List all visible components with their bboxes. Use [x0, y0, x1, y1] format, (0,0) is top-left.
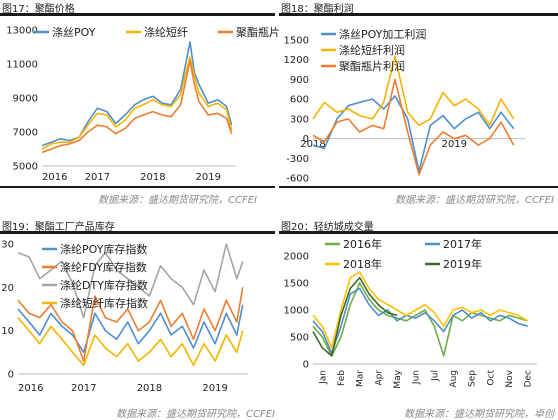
- x-tick-label: Sep: [468, 370, 478, 387]
- y-tick-label: -300: [286, 154, 309, 165]
- x-tick-label: 2019: [196, 172, 221, 183]
- y-tick-label: 9000: [13, 94, 38, 105]
- legend-label: 涤纶POY库存指数: [60, 242, 147, 256]
- panel-title: 图18：聚酯利润: [281, 4, 354, 15]
- y-tick-label: 5000: [13, 162, 38, 173]
- series-line: [17, 287, 244, 362]
- y-tick-label: 0: [303, 134, 309, 145]
- x-tick-label: Mar: [356, 370, 366, 387]
- legend-label: 涤纶短纤: [144, 25, 188, 39]
- y-tick-label: 20: [1, 283, 14, 294]
- legend-label: 涤丝POY: [52, 25, 96, 39]
- x-tick-label: Dec: [524, 370, 534, 387]
- chart-polyester-price: 13000 11000 9000 7000 5000 2016 2017 2018 2019 涤丝…: [6, 25, 279, 183]
- legend-label: 涤纶FDY库存指数: [60, 260, 147, 274]
- panel-price: 图17：聚酯价格 13000 11000 9000 7000 5000 2016 2017 2…: [0, 0, 279, 210]
- source-note: 数据来源：盛达期货研究院，CCFEI: [98, 195, 257, 206]
- divider: [0, 231, 275, 234]
- legend-label: 涤纶短纤利润: [339, 43, 405, 57]
- series-line: [17, 304, 244, 354]
- series-line: [312, 282, 528, 357]
- y-tick-label: 1500: [284, 36, 309, 47]
- chart-polyester-profit: 1500 1200 900 600 300 0 -300 -600 2018 2019 涤丝POY加…: [284, 27, 525, 185]
- divider: [279, 231, 558, 234]
- x-tick-label: May: [393, 369, 403, 388]
- x-tick-label: 2017: [85, 172, 110, 183]
- y-tick-label: -600: [286, 174, 309, 185]
- panel-title: 图17：聚酯价格: [2, 4, 75, 15]
- series-line: [17, 243, 244, 319]
- legend-label: 2016年: [343, 237, 382, 251]
- y-tick-label: 7000: [13, 128, 38, 139]
- legend-label: 聚酯瓶片利润: [339, 59, 405, 73]
- x-tick-label: Aug: [449, 370, 459, 388]
- chart-factory-inventory: 30 20 10 0 2016 2017 2018 2019 涤纶POY库存指数涤纶FDY库存指…: [1, 240, 248, 394]
- y-tick-label: 500: [290, 333, 309, 344]
- panel-volume: 图20：轻纺城成交量 2000 1500 1000 500 0 Jan Feb Mar Apr M…: [279, 210, 558, 420]
- source-note: 数据来源：盛达期货研究院，卓创: [404, 409, 554, 420]
- x-tick-label: Feb: [337, 370, 347, 386]
- chart-textile-city-volume: 2000 1500 1000 500 0 Jan Feb Mar Apr May Jun Jul Aug…: [284, 237, 537, 389]
- x-tick-label: 2018: [300, 139, 325, 150]
- y-tick-label: 1500: [284, 279, 309, 290]
- x-tick-label: 2019: [442, 139, 467, 150]
- y-tick-label: 900: [290, 75, 309, 86]
- x-tick-label: 2019: [202, 383, 227, 394]
- series-line: [41, 59, 233, 154]
- y-tick-label: 2000: [284, 252, 309, 263]
- panel-title: 图20：轻纺城成交量: [281, 222, 374, 233]
- legend-label: 2017年: [443, 237, 482, 251]
- y-tick-label: 30: [1, 240, 14, 251]
- x-tick-label: Jan: [318, 370, 328, 385]
- x-tick-label: Jun: [412, 370, 422, 385]
- x-tick-label: 2016: [42, 172, 67, 183]
- y-tick-label: 10: [1, 326, 14, 337]
- x-tick-label: Oct: [486, 370, 496, 386]
- x-tick-label: Jul: [430, 370, 440, 382]
- y-tick-label: 1000: [284, 306, 309, 317]
- y-tick-label: 0: [303, 360, 309, 371]
- x-tick-label: Nov: [505, 369, 515, 387]
- series-line: [312, 78, 515, 176]
- y-tick-label: 300: [290, 114, 309, 125]
- series-line: [312, 276, 398, 357]
- y-tick-label: 600: [290, 95, 309, 106]
- y-tick-label: 13000: [6, 26, 38, 37]
- panel-profit: 图18：聚酯利润 1500 1200 900 600 300 0 -300 -600 2018 2…: [279, 0, 558, 210]
- series-line: [312, 287, 528, 354]
- series-line: [312, 55, 515, 127]
- legend-label: 2019年: [443, 257, 482, 271]
- panel-inventory: 图19：聚酯工厂产品库存 30 20 10 0 2016 2017 2018 2019 涤纶PO…: [0, 210, 279, 420]
- legend-label: 聚酯瓶片: [236, 25, 279, 39]
- source-note: 数据来源：盛达期货研究院，CCFEI: [395, 195, 554, 206]
- x-tick-label: 2018: [140, 172, 165, 183]
- source-note: 数据来源：盛达期货研究院，CCFEI: [116, 409, 275, 420]
- y-tick-label: 0: [8, 370, 14, 381]
- x-tick-label: 2016: [18, 383, 43, 394]
- panel-title: 图19：聚酯工厂产品库存: [2, 222, 115, 233]
- divider: [279, 13, 558, 16]
- series-line: [312, 271, 529, 349]
- y-tick-label: 11000: [6, 60, 38, 71]
- series-line: [41, 41, 233, 147]
- legend-label: 涤丝POY加工利润: [339, 27, 426, 41]
- divider: [0, 186, 275, 188]
- y-tick-label: 1200: [284, 55, 309, 66]
- divider: [279, 186, 558, 188]
- series-line: [41, 56, 233, 150]
- x-tick-label: Apr: [374, 370, 384, 386]
- x-tick-label: 2018: [137, 383, 162, 394]
- legend-label: 涤纶DTY库存指数: [60, 278, 148, 292]
- legend-label: 涤纶短纤库存指数: [60, 296, 148, 310]
- x-tick-label: 2017: [71, 383, 96, 394]
- series-line: [312, 95, 515, 173]
- divider: [0, 13, 275, 16]
- legend-label: 2018年: [343, 257, 382, 271]
- series-line: [17, 317, 244, 367]
